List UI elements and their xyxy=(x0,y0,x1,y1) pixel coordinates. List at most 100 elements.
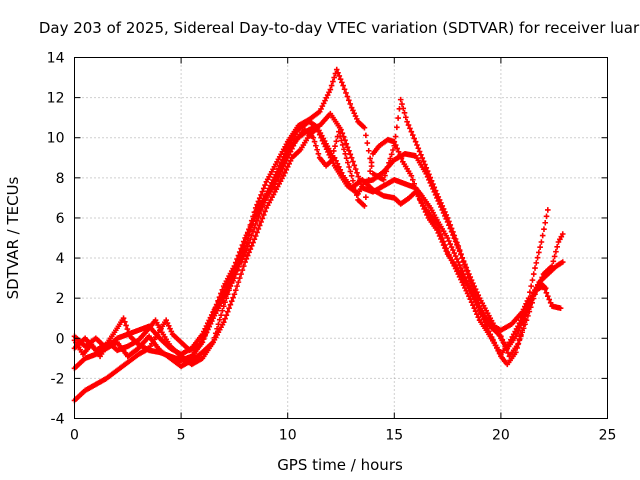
data-point xyxy=(331,74,337,81)
data-point xyxy=(340,82,346,89)
data-point xyxy=(454,256,460,262)
data-point xyxy=(342,150,349,157)
data-point xyxy=(363,132,369,139)
data-point xyxy=(401,110,408,116)
data-point xyxy=(452,253,459,259)
data-point xyxy=(502,343,508,350)
axis-ticks: 0 5 10 15 20 25 -4 -2 0 2 4 6 8 10 12 14 xyxy=(47,51,617,444)
data-point xyxy=(255,198,262,205)
data-point xyxy=(386,159,392,166)
data-point xyxy=(407,125,413,132)
data-point xyxy=(364,185,371,192)
data-point xyxy=(123,322,129,329)
data-point xyxy=(450,229,456,235)
data-point xyxy=(280,173,287,179)
data-point xyxy=(243,256,250,262)
data-point xyxy=(543,213,550,220)
data-point xyxy=(421,206,427,212)
data-point xyxy=(227,301,234,308)
chart-title: Day 203 of 2025, Sidereal Day-to-day VTE… xyxy=(39,19,640,37)
series-track-1 xyxy=(71,118,566,404)
data-point xyxy=(500,340,507,346)
data-point xyxy=(215,298,221,304)
data-point xyxy=(310,134,317,141)
data-point xyxy=(439,203,446,209)
data-point xyxy=(311,138,318,145)
data-point xyxy=(222,315,228,322)
data-point xyxy=(344,93,351,100)
data-point xyxy=(338,137,345,144)
data-point xyxy=(439,239,446,245)
data-point xyxy=(430,181,436,187)
data-point xyxy=(405,122,412,128)
data-point xyxy=(456,247,463,253)
data-point xyxy=(474,311,480,318)
data-point xyxy=(542,219,549,226)
data-point xyxy=(517,333,524,340)
data-point xyxy=(353,192,360,198)
data-point xyxy=(424,212,430,218)
data-point xyxy=(409,177,416,183)
data-point xyxy=(535,284,541,291)
data-point xyxy=(260,212,267,218)
data-point xyxy=(540,283,547,289)
data-point xyxy=(351,182,358,189)
data-point xyxy=(232,259,239,266)
data-point xyxy=(368,159,375,166)
data-point xyxy=(350,158,356,165)
data-point xyxy=(440,242,447,248)
data-point xyxy=(330,78,336,85)
x-axis-label: GPS time / hours xyxy=(277,456,403,474)
data-point xyxy=(435,194,442,200)
data-point xyxy=(447,222,454,228)
data-point xyxy=(230,275,236,281)
data-point xyxy=(395,115,401,121)
data-point xyxy=(223,295,230,301)
data-point xyxy=(231,291,238,297)
data-point xyxy=(458,251,464,257)
data-point xyxy=(455,259,462,265)
data-point xyxy=(223,312,230,319)
data-point xyxy=(422,161,428,168)
data-point xyxy=(287,157,294,164)
data-point xyxy=(545,207,551,213)
y-axis-label: SDTVAR / TECUs xyxy=(4,176,22,299)
data-point xyxy=(551,253,558,260)
data-point xyxy=(224,308,231,315)
data-point xyxy=(553,248,559,255)
data-point xyxy=(289,145,295,152)
data-point xyxy=(341,146,347,153)
series-track-2 xyxy=(71,66,551,372)
data-point xyxy=(530,271,537,277)
data-point xyxy=(199,339,206,346)
data-point xyxy=(451,232,458,239)
data-point xyxy=(435,230,442,236)
data-point xyxy=(163,317,169,324)
data-point xyxy=(254,229,260,236)
data-point xyxy=(355,173,362,180)
data-point xyxy=(446,218,452,225)
data-point xyxy=(411,135,417,142)
data-point xyxy=(394,145,400,152)
y-tick-label: 8 xyxy=(56,171,65,187)
data-point xyxy=(258,192,264,198)
data-point xyxy=(228,279,235,285)
data-point xyxy=(398,155,405,162)
data-point xyxy=(262,196,268,203)
data-point xyxy=(208,316,215,322)
data-point xyxy=(236,249,243,255)
data-point xyxy=(451,250,458,256)
data-point xyxy=(124,326,131,332)
data-point xyxy=(250,239,256,246)
data-point xyxy=(335,69,341,76)
data-point xyxy=(259,188,266,195)
data-point xyxy=(252,233,259,239)
data-point xyxy=(346,147,352,154)
data-point xyxy=(343,155,350,161)
data-point xyxy=(436,233,443,239)
data-point xyxy=(400,105,407,112)
x-tick-label: 25 xyxy=(599,428,617,444)
y-tick-label: 6 xyxy=(56,211,65,227)
data-point xyxy=(164,320,171,326)
y-tick-label: -4 xyxy=(51,412,65,428)
